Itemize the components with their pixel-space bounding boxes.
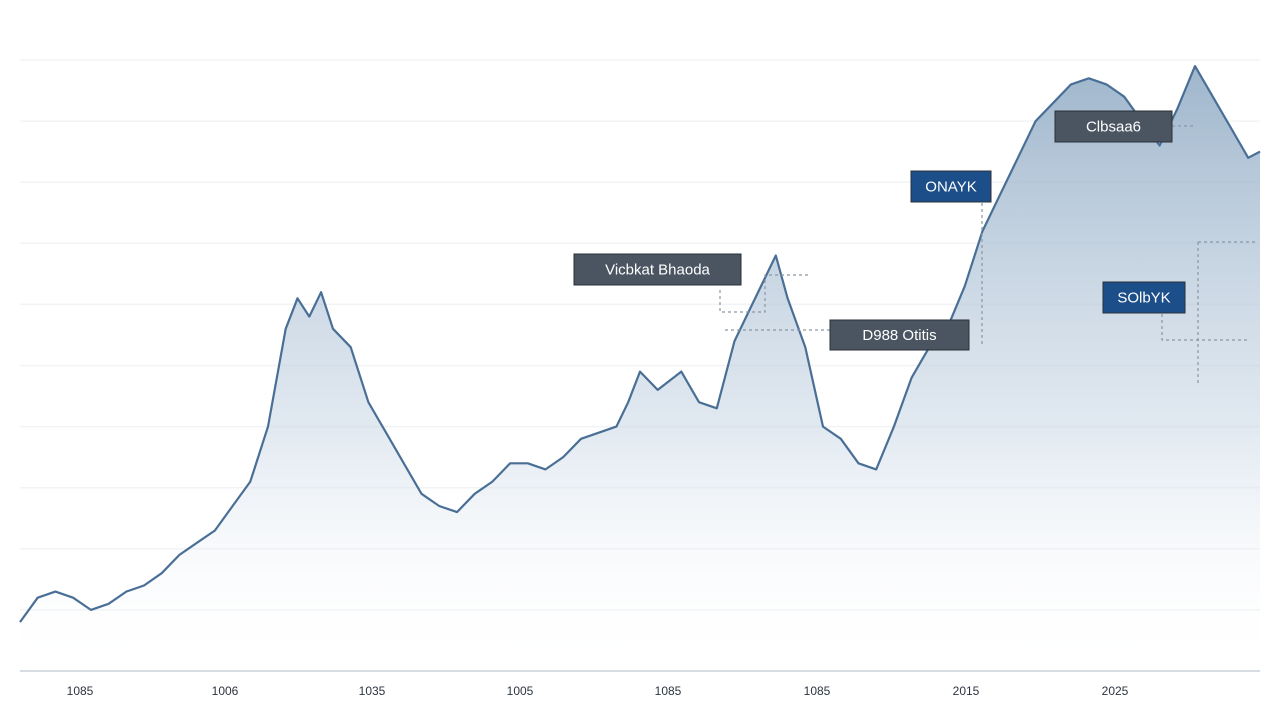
annotation-text: Clbsaa6: [1086, 119, 1141, 136]
x-tick-label: 1005: [507, 684, 534, 698]
annotation-box: [1102, 281, 1186, 314]
annotation-box: [573, 253, 742, 286]
leader-line: [1161, 314, 1250, 341]
annotation-label: SOlbYK: [1102, 281, 1186, 314]
annotation-text: D988 Otitis: [862, 327, 936, 344]
annotation-text: ONAYK: [925, 179, 976, 196]
annotation-box: [1054, 110, 1173, 143]
annotations: Vicbkat Bhaoda D988 Otitis ONAYK SOlbYK Clbs…: [573, 110, 1186, 351]
x-tick-label: 2015: [953, 684, 980, 698]
annotation-leader-lines: [719, 125, 1258, 385]
annotation-label: Vicbkat Bhaoda: [573, 253, 742, 286]
x-tick-label: 1085: [655, 684, 682, 698]
x-tick-label: 1035: [359, 684, 386, 698]
annotation-text: SOlbYK: [1117, 290, 1170, 307]
series-line: [19, 65, 1261, 623]
annotation-box: [910, 170, 992, 203]
leader-line: [719, 274, 810, 313]
annotation-label: Clbsaa6: [1054, 110, 1173, 143]
x-tick-labels: 1085 1006 1035 1005 1085 1085 2015 2025: [67, 684, 1129, 698]
x-tick-label: 2025: [1102, 684, 1129, 698]
x-tick-label: 1085: [804, 684, 831, 698]
x-tick-label: 1085: [67, 684, 94, 698]
x-tick-label: 1006: [212, 684, 239, 698]
annotation-box: [829, 319, 970, 351]
series-area-fill: [20, 66, 1260, 672]
annotation-text: Vicbkat Bhaoda: [605, 262, 710, 279]
annotation-label: D988 Otitis: [829, 319, 970, 351]
annotation-label: ONAYK: [910, 170, 992, 203]
